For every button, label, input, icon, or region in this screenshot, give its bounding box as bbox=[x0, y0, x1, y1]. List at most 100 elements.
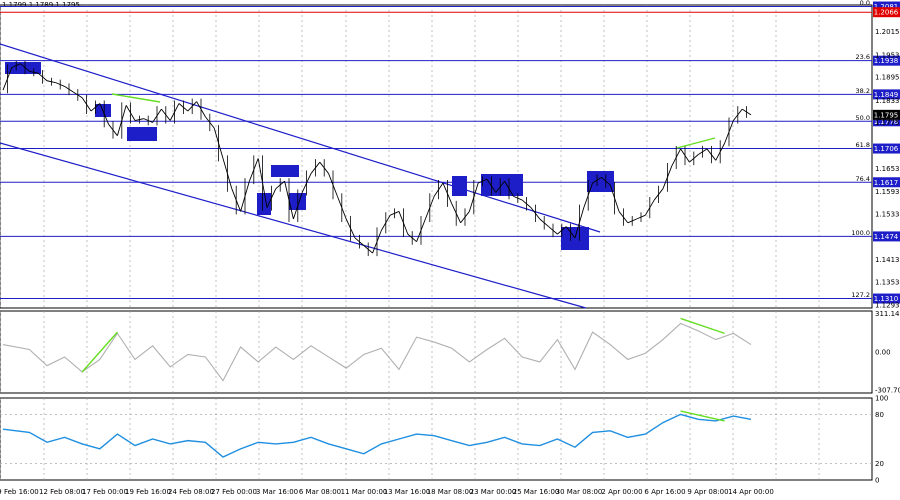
fib-level-label: 50.0 bbox=[856, 114, 870, 122]
x-tick-label: 13 Mar 16:00 bbox=[384, 488, 431, 496]
price-segment bbox=[433, 182, 444, 197]
price-segment bbox=[354, 237, 365, 246]
price-segment bbox=[662, 165, 673, 189]
price-segment bbox=[645, 199, 655, 216]
price-tag-bg bbox=[873, 1, 900, 12]
price-segment bbox=[592, 176, 602, 184]
price-segment bbox=[706, 148, 717, 161]
price-segment bbox=[345, 218, 356, 239]
price-tag-label: 1.1778 bbox=[874, 118, 899, 126]
price-segment bbox=[460, 211, 470, 224]
stochastic-tick-label: 20 bbox=[875, 460, 884, 468]
price-series bbox=[2, 60, 752, 257]
price-segment bbox=[213, 127, 224, 159]
price-segment bbox=[292, 192, 303, 220]
x-tick-label: 12 Feb 08:00 bbox=[39, 488, 85, 496]
price-segment bbox=[495, 180, 505, 193]
price-tick-label: 1.2015 bbox=[875, 28, 900, 36]
stochastic-line bbox=[2, 413, 752, 458]
x-tick-label: 25 Mar 16:00 bbox=[513, 488, 560, 496]
price-segment bbox=[627, 218, 637, 224]
x-tick-label: 2 Apr 00:00 bbox=[601, 488, 642, 496]
stochastic-tick-label: 0 bbox=[875, 477, 879, 485]
price-segment bbox=[741, 108, 752, 116]
axes: 1.2015 1.1953 1.1895 1.1833 1.1775 1.1653 1.15… bbox=[0, 28, 900, 496]
price-segment bbox=[178, 103, 189, 112]
price-tag-bg bbox=[873, 89, 900, 100]
price-segment bbox=[248, 158, 259, 182]
price-tag-label: 1.2066 bbox=[874, 9, 899, 17]
price-segment bbox=[442, 182, 453, 205]
price-tick-label: 1.1895 bbox=[875, 73, 900, 81]
price-segment bbox=[275, 180, 285, 190]
price-tag-bg bbox=[873, 231, 900, 242]
x-tick-label: 30 Mar 08:00 bbox=[556, 488, 603, 496]
price-segment bbox=[20, 63, 30, 72]
price-segment bbox=[108, 124, 118, 136]
price-tag-label: 1.1617 bbox=[874, 179, 899, 187]
channel-lower-line bbox=[0, 142, 587, 309]
price-segment bbox=[697, 148, 708, 155]
current-price-label: 1.1795 bbox=[874, 111, 899, 119]
price-segment bbox=[196, 101, 206, 117]
price-segment bbox=[557, 226, 567, 235]
price-tick-label: 1.1413 bbox=[875, 256, 900, 264]
price-tag-label: 1.1938 bbox=[874, 57, 899, 65]
price-segment bbox=[134, 118, 144, 121]
price-segment bbox=[574, 207, 585, 239]
price-segment bbox=[671, 148, 681, 167]
price-segment bbox=[451, 203, 462, 223]
channel-upper-line bbox=[0, 43, 601, 233]
price-segment bbox=[143, 118, 153, 123]
price-segment bbox=[521, 199, 532, 208]
price-segment bbox=[125, 105, 136, 121]
price-segment bbox=[99, 103, 110, 125]
price-segment bbox=[29, 70, 39, 74]
price-tag-label: 1.1474 bbox=[874, 233, 899, 241]
price-tick-label: 1.1293 bbox=[875, 301, 900, 309]
price-segment bbox=[390, 211, 400, 216]
price-segment bbox=[310, 161, 321, 174]
price-segment bbox=[11, 63, 21, 68]
price-segment bbox=[37, 72, 48, 82]
price-segment bbox=[2, 67, 13, 91]
fib-level-label: 38.2 bbox=[856, 87, 870, 95]
price-segment bbox=[266, 188, 277, 208]
current-price-tag bbox=[873, 109, 900, 120]
price-segment bbox=[504, 180, 514, 197]
price-segment bbox=[680, 148, 690, 163]
price-segment bbox=[169, 103, 180, 121]
x-tick-label: 6 Apr 16:00 bbox=[644, 488, 685, 496]
price-segment bbox=[90, 103, 101, 112]
price-tag-label: 1.1310 bbox=[874, 295, 899, 303]
price-tick-label: 1.1593 bbox=[875, 188, 900, 196]
x-tick-label: 27 Feb 00:00 bbox=[211, 488, 257, 496]
fib-level-label: 127.2 bbox=[851, 291, 870, 299]
price-segment bbox=[548, 226, 558, 235]
price-tick-label: 1.1833 bbox=[875, 97, 900, 105]
pattern-box bbox=[452, 176, 467, 196]
x-tick-label: 24 Feb 08:00 bbox=[168, 488, 214, 496]
x-tick-label: 6 Mar 08:00 bbox=[299, 488, 341, 496]
price-segment bbox=[161, 108, 171, 121]
price-segment bbox=[530, 207, 541, 220]
stochastic-tick-label: 100 bbox=[875, 395, 888, 403]
price-segment bbox=[381, 214, 391, 231]
stochastic-panel-border bbox=[0, 397, 873, 481]
price-tag-label: 1.2081 bbox=[874, 3, 899, 11]
pattern-box bbox=[257, 193, 271, 215]
price-segment bbox=[601, 176, 611, 186]
price-segment bbox=[152, 108, 162, 123]
price-tag-bg bbox=[873, 116, 900, 127]
price-segment bbox=[715, 143, 725, 161]
fib-level-label: 76.4 bbox=[856, 175, 870, 183]
price-segment bbox=[733, 108, 743, 121]
price-segment bbox=[116, 105, 127, 136]
price-tag-bg bbox=[873, 293, 900, 304]
price-segment bbox=[55, 82, 65, 87]
price-segment bbox=[653, 188, 664, 201]
cci-tick-label: 0.00 bbox=[875, 349, 891, 357]
price-segment bbox=[257, 158, 268, 208]
x-tick-label: 18 Mar 08:00 bbox=[427, 488, 474, 496]
